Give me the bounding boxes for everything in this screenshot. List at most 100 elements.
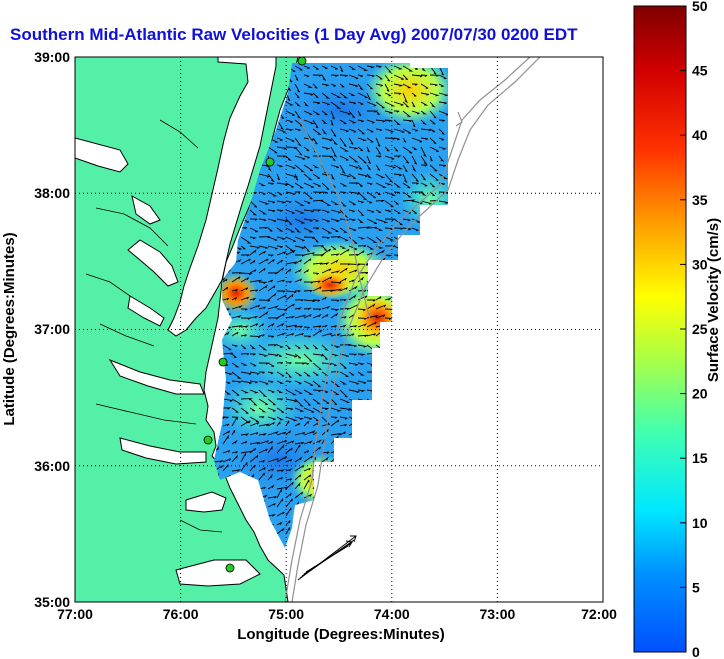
velocity-vector (366, 155, 371, 165)
velocity-vector (366, 303, 376, 310)
velocity-vector (285, 440, 295, 445)
velocity-vector (357, 83, 364, 91)
velocity-vector (249, 371, 260, 375)
velocity-vector (276, 308, 288, 312)
velocity-vector (321, 128, 328, 135)
velocity-vector (330, 312, 339, 319)
velocity-vector (258, 389, 268, 398)
velocity-vector (285, 294, 294, 301)
velocity-vector (312, 362, 322, 371)
velocity-vector (267, 245, 278, 250)
velocity-vector (321, 83, 330, 87)
velocity-vector (303, 440, 313, 445)
velocity-vector (303, 74, 310, 78)
velocity-vector (438, 65, 444, 76)
velocity-vector (294, 325, 303, 328)
velocity-vector (249, 269, 257, 274)
velocity-vector (393, 155, 402, 158)
velocity-vector (393, 101, 404, 106)
velocity-vector (222, 344, 232, 351)
velocity-vector (321, 209, 330, 214)
velocity-vector (312, 398, 322, 405)
velocity-vector (321, 332, 333, 337)
velocity-vector (384, 101, 396, 107)
velocity-vector (258, 433, 268, 436)
velocity-vector (285, 182, 294, 188)
velocity-vector (250, 353, 256, 356)
velocity-vector (357, 209, 364, 217)
velocity-vector (312, 389, 323, 393)
velocity-vector (420, 173, 426, 181)
velocity-vector (312, 173, 321, 179)
velocity-vector (285, 218, 293, 225)
velocity-vector (276, 498, 284, 508)
velocity-vector (366, 137, 374, 143)
velocity-vector (339, 353, 349, 358)
velocity-vector (348, 92, 356, 97)
velocity-vector (231, 353, 237, 358)
velocity-vector (339, 398, 350, 404)
velocity-vector (402, 128, 412, 134)
velocity-vector (339, 299, 347, 302)
velocity-vector (276, 416, 285, 421)
velocity-vector (303, 164, 313, 172)
velocity-vector (420, 146, 427, 158)
velocity-vector (411, 92, 417, 97)
velocity-vector (339, 101, 346, 105)
velocity-vector (240, 453, 246, 463)
velocity-vector (258, 334, 265, 337)
velocity-vector (357, 289, 367, 293)
velocity-vector (276, 259, 283, 265)
velocity-vector (366, 321, 377, 328)
velocity-vector (321, 429, 329, 436)
velocity-vector (258, 191, 266, 195)
velocity-vector (231, 305, 243, 310)
velocity-vector (348, 380, 359, 385)
velocity-vector (330, 110, 335, 120)
velocity-vector (357, 146, 364, 152)
velocity-vector (249, 335, 261, 339)
velocity-vector (339, 164, 346, 175)
velocity-vector (222, 450, 231, 454)
velocity-vector (375, 218, 389, 224)
velocity-vector (357, 92, 368, 99)
velocity-vector (231, 398, 243, 405)
velocity-vector (285, 527, 291, 535)
velocity-vector (258, 467, 266, 472)
velocity-vector (285, 333, 295, 337)
velocity-vector (402, 137, 407, 143)
velocity-vector (303, 314, 312, 319)
velocity-vector (312, 209, 322, 212)
velocity-vector (384, 209, 393, 213)
velocity-vector (366, 128, 374, 133)
velocity-vector (258, 344, 268, 351)
velocity-vector (249, 389, 259, 394)
velocity-vector (222, 371, 234, 376)
velocity-vector (249, 245, 260, 249)
velocity-vector (294, 491, 304, 499)
velocity-vector (384, 182, 392, 186)
velocity-vector (348, 173, 356, 180)
velocity-vector (384, 92, 392, 97)
velocity-vector (357, 128, 365, 135)
velocity-vector (420, 101, 429, 106)
velocity-vector (330, 173, 336, 181)
velocity-vector (438, 83, 444, 87)
velocity-vector (393, 92, 402, 95)
velocity-vector (339, 155, 349, 161)
radar-site (225, 563, 235, 573)
velocity-vector (294, 200, 305, 206)
velocity-vector (339, 119, 347, 125)
velocity-vector (285, 315, 296, 319)
velocity-vector (330, 146, 338, 158)
velocity-vector (285, 236, 296, 243)
velocity-vector (384, 74, 391, 82)
velocity-vector (294, 422, 301, 427)
velocity-vector (294, 398, 304, 407)
velocity-vector (258, 267, 266, 274)
velocity-vector (321, 248, 331, 256)
velocity-vector (438, 155, 445, 162)
velocity-vector (420, 110, 427, 115)
velocity-vector (285, 209, 295, 214)
velocity-vector (303, 371, 312, 377)
